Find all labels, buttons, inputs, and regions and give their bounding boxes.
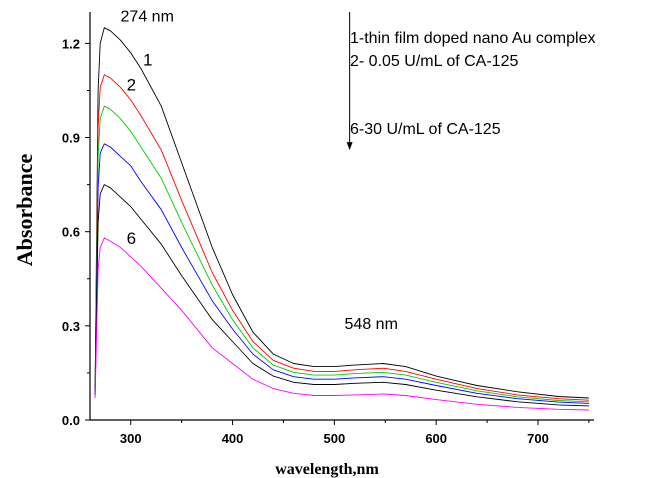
peak-label-548: 548 nm bbox=[345, 316, 398, 333]
y-axis-title: Absorbance bbox=[12, 154, 37, 267]
legend-line-3: 6-30 U/mL of CA-125 bbox=[350, 121, 501, 138]
axes: 0.0 0.3 0.6 0.9 1.2 300 400 500 600 700 bbox=[62, 12, 594, 446]
y-tick-label: 0.9 bbox=[62, 131, 80, 146]
legend-line-2: 2- 0.05 U/mL of CA-125 bbox=[350, 53, 518, 70]
x-tick-label: 400 bbox=[222, 431, 244, 446]
series-label-1: 1 bbox=[143, 50, 152, 69]
series-lines bbox=[94, 27, 589, 411]
legend-text-block: 1-thin film doped nano Au complex 2- 0.0… bbox=[346, 12, 595, 151]
x-tick-label: 700 bbox=[527, 431, 549, 446]
y-tick-label: 0.0 bbox=[62, 413, 80, 428]
x-axis-title: wavelength,nm bbox=[275, 461, 379, 478]
series-line-5 bbox=[94, 184, 589, 407]
y-tick-label: 0.3 bbox=[62, 319, 80, 334]
peak-label-274: 274 nm bbox=[121, 8, 174, 25]
series-label-2: 2 bbox=[127, 75, 136, 94]
series-label-6: 6 bbox=[127, 229, 136, 248]
series-line-6 bbox=[94, 237, 589, 411]
y-tick-label: 1.2 bbox=[62, 36, 80, 51]
series-line-3 bbox=[94, 105, 589, 403]
series-line-2 bbox=[94, 74, 589, 401]
x-tick-label: 500 bbox=[324, 431, 346, 446]
legend-arrowhead bbox=[346, 142, 353, 151]
series-line-4 bbox=[94, 143, 589, 404]
x-tick-label: 300 bbox=[120, 431, 142, 446]
annotations: 274 nm 548 nm 12 6 bbox=[121, 8, 398, 333]
legend-line-1: 1-thin film doped nano Au complex bbox=[350, 30, 595, 47]
series-line-1 bbox=[94, 27, 589, 399]
y-tick-label: 0.6 bbox=[62, 225, 80, 240]
x-tick-label: 600 bbox=[425, 431, 447, 446]
